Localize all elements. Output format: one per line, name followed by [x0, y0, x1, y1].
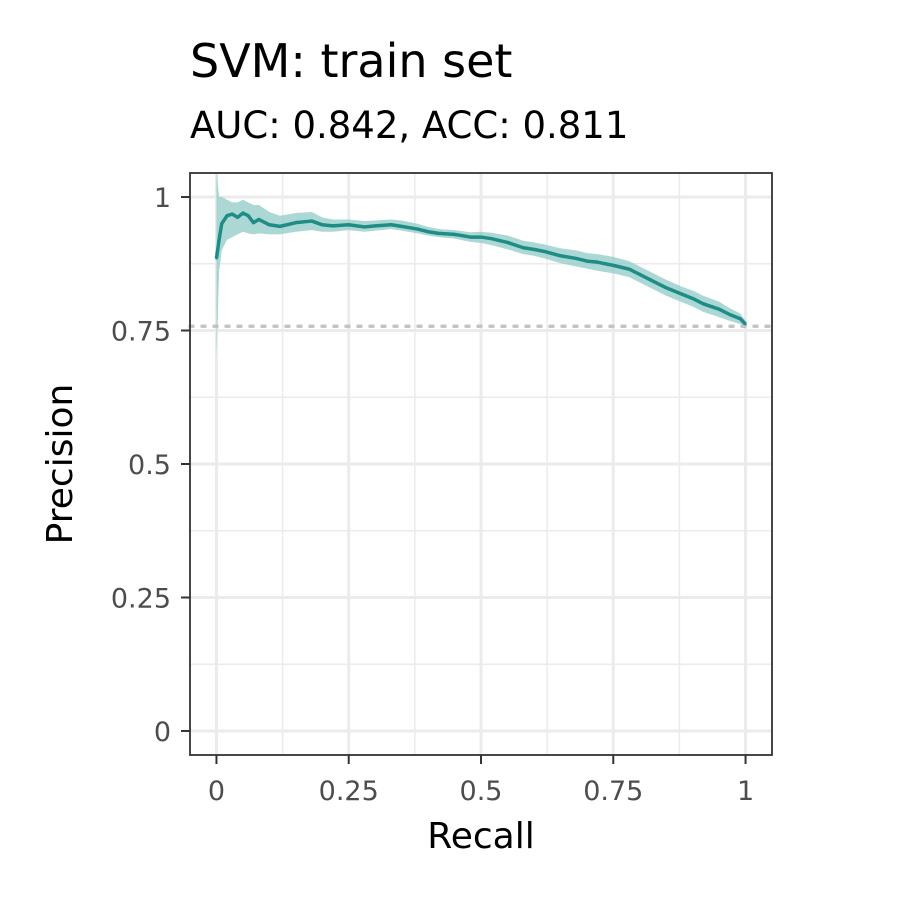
pr-point	[627, 267, 631, 271]
pr-point	[532, 248, 536, 251]
pr-point	[416, 227, 419, 231]
pr-point	[373, 224, 377, 228]
pr-point	[453, 233, 456, 236]
pr-point	[702, 302, 705, 306]
pr-point	[559, 254, 562, 257]
pr-point	[400, 225, 403, 228]
pr-point	[363, 225, 366, 229]
pr-point	[389, 223, 393, 226]
pr-point	[278, 225, 282, 228]
pr-point	[220, 222, 223, 225]
pr-point	[506, 241, 509, 244]
pr-point	[236, 216, 239, 219]
x-tick-label: 0.25	[319, 776, 379, 807]
pr-point	[347, 223, 350, 226]
pr-point	[543, 250, 546, 253]
pr-point	[717, 307, 721, 311]
pr-curve-points	[215, 211, 747, 326]
pr-point	[268, 223, 271, 226]
pr-point	[217, 238, 221, 241]
pr-point	[664, 286, 668, 289]
y-tick-label: 0.25	[111, 583, 171, 614]
pr-point	[231, 212, 234, 216]
y-axis-title: Precision	[40, 384, 81, 545]
y-tick-label: 0	[154, 717, 171, 748]
pr-point	[575, 257, 578, 260]
pr-point	[331, 224, 335, 228]
pr-point	[596, 260, 599, 264]
pr-point	[215, 257, 218, 260]
y-tick-label: 0.75	[111, 317, 171, 348]
pr-point	[252, 221, 255, 224]
pr-point	[649, 278, 652, 281]
pr-point	[241, 211, 245, 215]
pr-point	[522, 246, 525, 249]
pr-point	[744, 322, 747, 326]
x-axis-title: Recall	[427, 816, 534, 857]
x-axis: 0 0.25 0.5 0.75 1	[208, 755, 754, 807]
pr-point	[469, 235, 472, 239]
pr-point	[437, 232, 440, 235]
pr-point	[612, 264, 615, 267]
pr-point	[739, 317, 742, 320]
x-tick-label: 0.5	[460, 776, 503, 807]
pr-point	[247, 214, 250, 217]
y-tick-label: 1	[154, 183, 171, 214]
pr-point	[680, 293, 684, 296]
x-tick-label: 0.75	[583, 776, 643, 807]
pr-curve-line	[214, 211, 747, 326]
pr-point	[479, 235, 483, 239]
chart-title: SVM: train set	[190, 34, 513, 88]
pr-point	[294, 221, 298, 224]
y-axis: 0 0.25 0.5 0.75 1	[111, 183, 190, 748]
pr-point	[691, 297, 694, 300]
pr-point	[321, 223, 324, 226]
x-tick-label: 1	[737, 776, 754, 807]
pr-point	[638, 273, 641, 276]
pr-point	[225, 214, 229, 217]
pr-point	[585, 259, 589, 263]
y-tick-label: 0.5	[128, 450, 171, 481]
chart-subtitle: AUC: 0.842, ACC: 0.811	[190, 104, 629, 147]
x-tick-label: 0	[208, 776, 225, 807]
pr-point	[728, 313, 731, 316]
pr-point	[426, 230, 430, 233]
pr-point	[310, 219, 313, 223]
pr-point	[257, 218, 260, 221]
pr-point	[490, 237, 493, 240]
